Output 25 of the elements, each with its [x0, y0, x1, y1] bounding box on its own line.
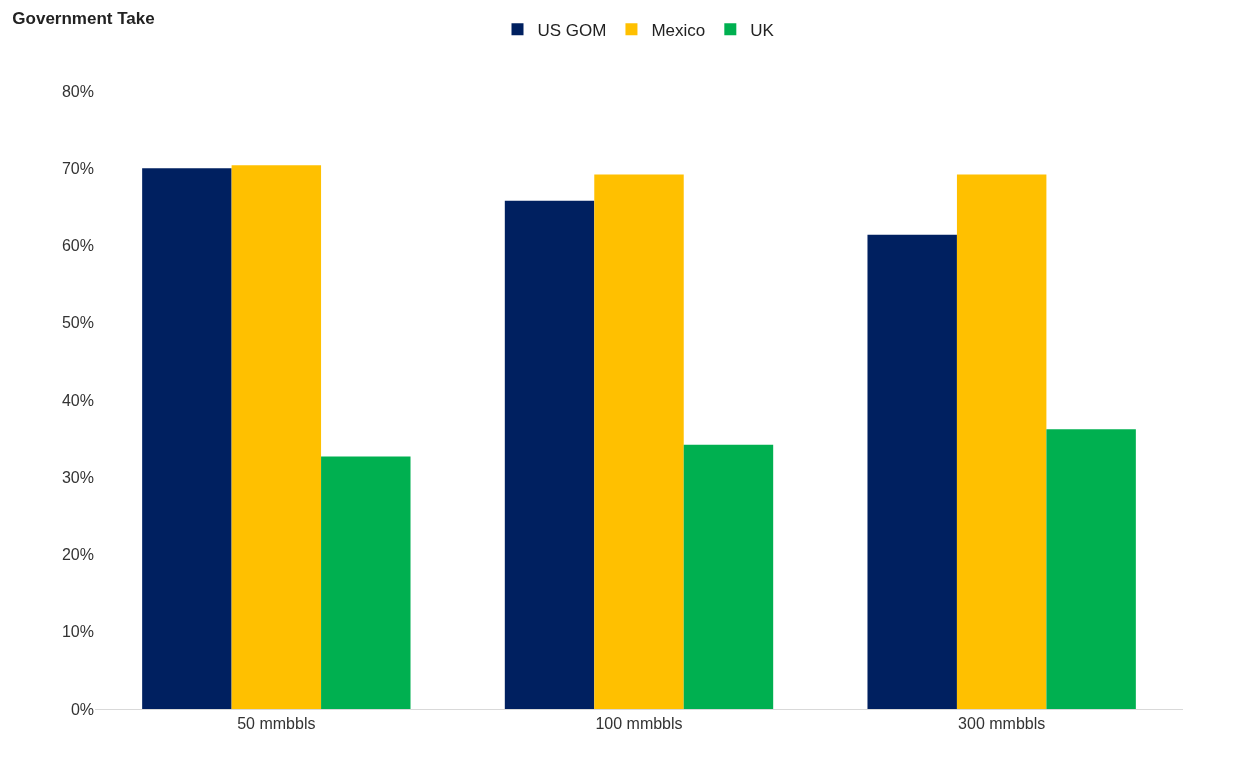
- bar: [142, 168, 232, 709]
- y-tick-label: 50%: [61, 314, 94, 332]
- y-tick-label: 30%: [61, 468, 94, 486]
- legend-label: US GOM: [537, 20, 607, 40]
- bar: [321, 456, 411, 709]
- bar: [867, 234, 957, 709]
- bar: [504, 200, 595, 709]
- x-tick-label: 300 mmbbls: [958, 715, 1046, 733]
- y-tick-label: 20%: [61, 546, 94, 564]
- bar: [1046, 429, 1136, 709]
- x-tick-label: 100 mmbbls: [595, 715, 683, 733]
- bar: [956, 174, 1047, 709]
- y-tick-label: 40%: [61, 391, 94, 409]
- bar: [594, 174, 684, 709]
- x-tick-label: 50 mmbbls: [237, 715, 316, 733]
- y-tick-label: 10%: [61, 623, 94, 641]
- y-tick-label: 0%: [70, 700, 94, 718]
- legend-label: Mexico: [651, 20, 706, 40]
- chart-title: Government Take: [12, 8, 155, 28]
- y-tick-label: 60%: [61, 237, 94, 255]
- y-tick-label: 80%: [61, 82, 94, 100]
- legend-label: UK: [750, 20, 775, 40]
- bar: [683, 444, 774, 709]
- y-tick-label: 70%: [61, 159, 94, 177]
- bar: [231, 165, 322, 709]
